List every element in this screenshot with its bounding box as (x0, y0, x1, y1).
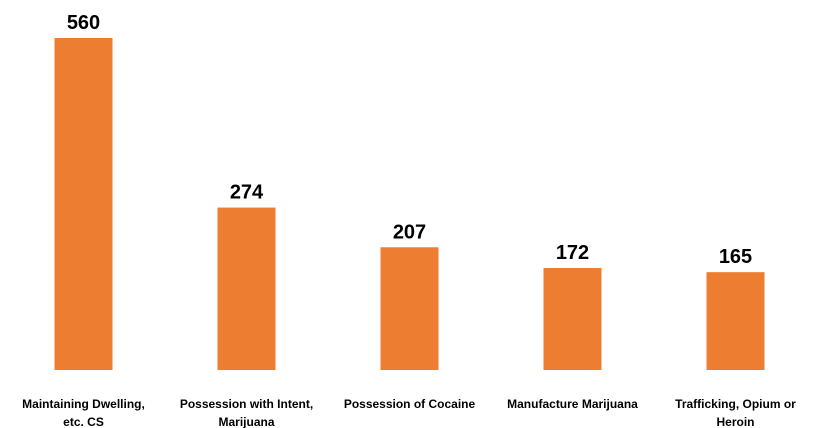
bar-2 (380, 247, 439, 370)
category-label-2: Possession of Cocaine (344, 397, 476, 411)
category-label-0-line-1: etc. CS (63, 415, 104, 428)
data-label-0: 560 (67, 12, 100, 34)
category-label-3: Manufacture Marijuana (507, 397, 638, 411)
bar-0 (54, 38, 113, 370)
category-label-2-line-0: Possession of Cocaine (344, 397, 476, 411)
category-label-4: Trafficking, Opium or Heroin (675, 397, 796, 428)
data-label-3: 172 (556, 242, 589, 264)
category-label-0-line-0: Maintaining Dwelling, (22, 397, 145, 411)
bar-3 (543, 268, 602, 370)
category-label-1-line-0: Possession with Intent, (180, 397, 313, 411)
category-label-0: Maintaining Dwelling, etc. CS (22, 397, 145, 428)
category-label-1-line-1: Marijuana (218, 415, 274, 428)
category-label-3-line-0: Manufacture Marijuana (507, 397, 638, 411)
bar-1 (217, 207, 276, 370)
data-label-2: 207 (393, 221, 426, 243)
category-label-1: Possession with Intent, Marijuana (180, 397, 313, 428)
bar-4 (706, 272, 765, 370)
data-label-1: 274 (230, 182, 264, 204)
category-label-4-line-0: Trafficking, Opium or (675, 397, 796, 411)
data-label-4: 165 (719, 246, 752, 268)
category-label-4-line-1: Heroin (716, 415, 754, 428)
